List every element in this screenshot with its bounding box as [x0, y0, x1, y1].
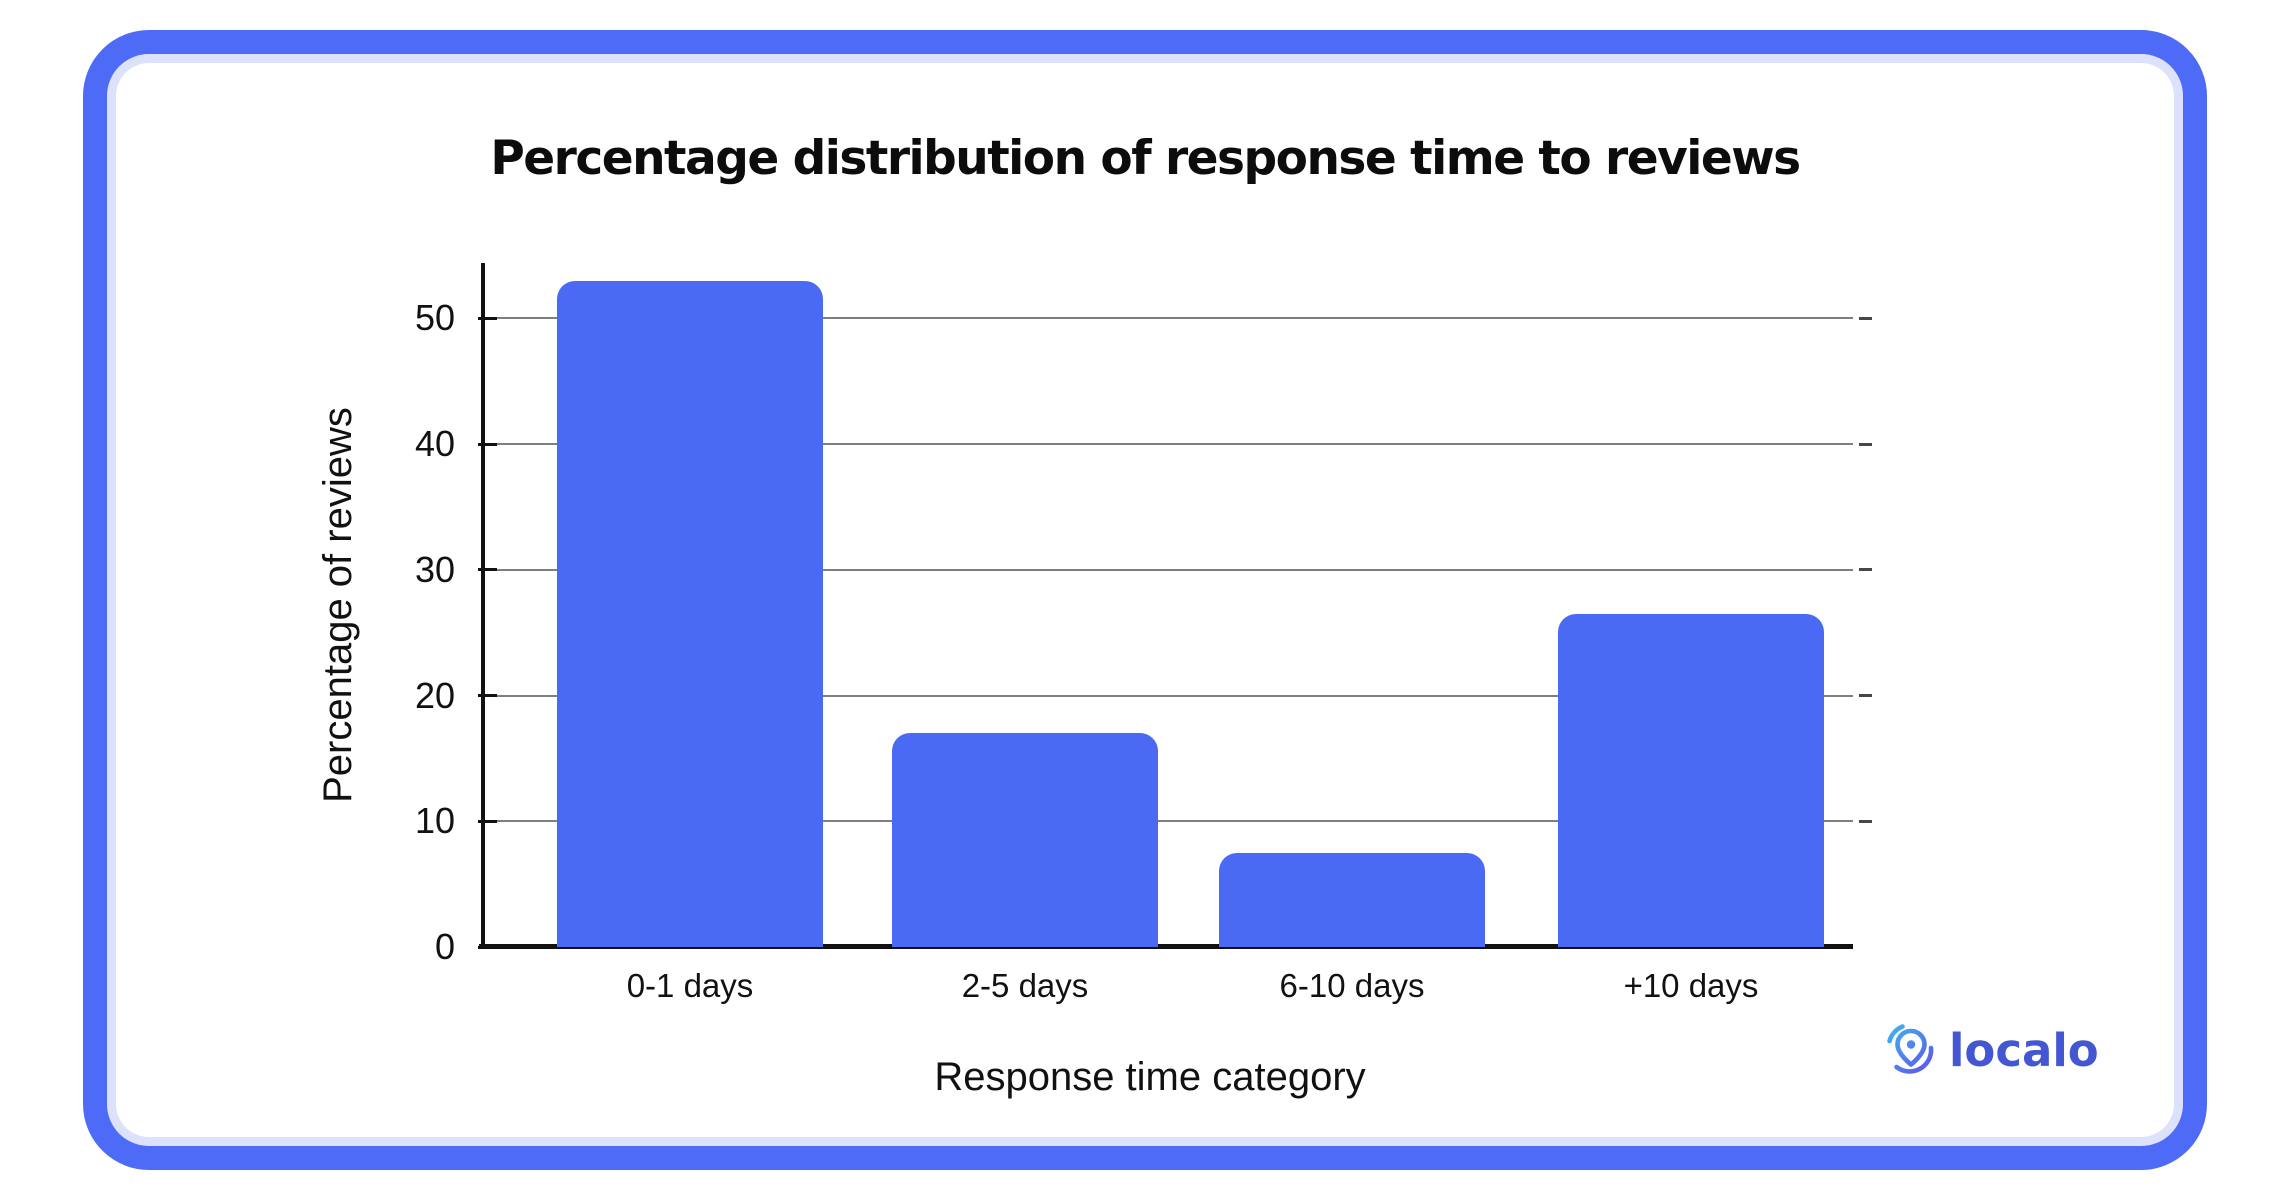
bar	[1558, 614, 1824, 947]
gridline	[485, 820, 1853, 823]
bar	[557, 281, 823, 947]
y-axis-tick	[478, 568, 497, 572]
gridline	[485, 568, 1853, 571]
y-axis-tick	[478, 442, 497, 446]
gridline	[485, 317, 1853, 320]
localo-pin-icon	[1887, 1024, 1934, 1074]
y-tick-label: 40	[414, 423, 455, 465]
x-category-label: 2-5 days	[961, 967, 1089, 1004]
gridline	[485, 694, 1853, 697]
gridline	[485, 443, 1853, 446]
bar	[1219, 853, 1485, 947]
right-axis-tick	[1859, 819, 1872, 823]
y-tick-label: 50	[414, 297, 455, 339]
localo-logo-text: localo	[1949, 1023, 2099, 1077]
bar	[892, 733, 1158, 947]
y-axis-line	[481, 263, 485, 949]
x-category-label: 0-1 days	[626, 967, 754, 1004]
plot-area: 0 10 20 30 40 50 0-1 days 2-5 days 6-10 days +10 …	[415, 263, 1872, 1004]
right-axis-tick	[1859, 694, 1872, 698]
x-axis-title: Response time category	[934, 1055, 1366, 1099]
y-tick-label: 20	[414, 674, 455, 716]
y-axis-tick	[478, 945, 497, 949]
y-axis-tick	[478, 694, 497, 698]
x-axis-line	[479, 944, 1853, 949]
y-tick-label: 30	[414, 548, 455, 590]
right-axis-tick	[1859, 442, 1872, 446]
right-axis-tick	[1859, 316, 1872, 320]
x-category-label: 6-10 days	[1279, 967, 1425, 1004]
chart-title: Percentage distribution of response time…	[490, 131, 1801, 186]
y-axis-tick	[478, 316, 497, 320]
x-category-label: +10 days	[1623, 967, 1759, 1004]
y-tick-label: 10	[414, 800, 455, 842]
y-tick-label: 0	[434, 926, 455, 967]
y-axis-title: Percentage of reviews	[316, 407, 360, 803]
right-axis-tick	[1859, 568, 1872, 572]
y-axis-tick	[478, 819, 497, 823]
localo-logo: localo	[1884, 1022, 2099, 1078]
bordered-card	[83, 30, 2207, 1170]
